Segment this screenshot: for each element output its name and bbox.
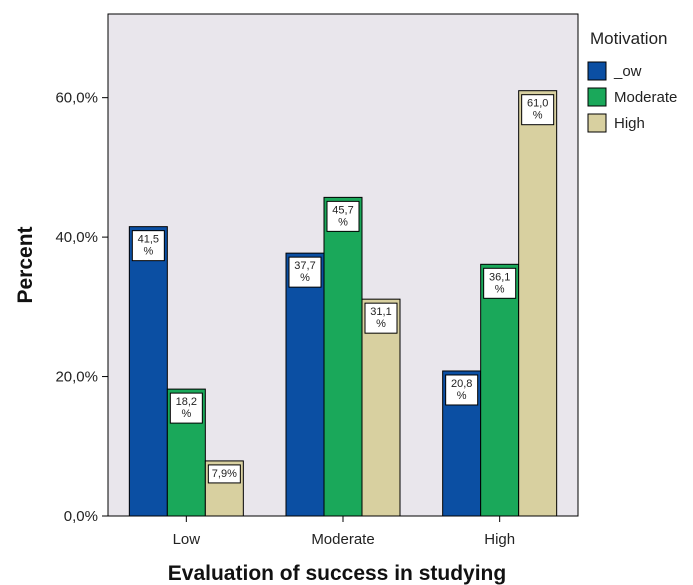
data-label-box (207, 464, 241, 484)
data-label-text: 36,1% (489, 271, 510, 295)
bar (323, 196, 363, 517)
data-label-text: 18,2% (176, 396, 197, 420)
x-axis: Low Moderate High (173, 516, 515, 548)
legend-label: _ow (613, 63, 642, 80)
data-label-box (445, 374, 479, 406)
y-tick-label: 60,0% (55, 90, 98, 107)
data-label: 45,7% (326, 200, 360, 232)
data-label-box (288, 256, 322, 288)
y-tick-label: 0,0% (64, 508, 98, 525)
x-tick-label: High (484, 531, 515, 548)
y-axis-title: Percent (14, 226, 37, 303)
data-label-text: 20,8% (451, 378, 472, 402)
x-tick-label: Low (173, 531, 201, 548)
y-axis: 0,0% 20,0% 40,0% 60,0% (55, 90, 108, 525)
data-label-box (169, 392, 203, 424)
data-label-box (364, 302, 398, 334)
data-label-text: 41,5% (138, 234, 159, 258)
bar (361, 298, 401, 517)
x-axis-title: Evaluation of success in studying (168, 562, 506, 585)
bars-group: 41,5 % 18,2 % 7,9% 37,7 % 45,7 % 31,1 % 20,8 % 36,1 % 6… (128, 90, 558, 517)
legend-swatch (587, 113, 607, 133)
data-label: 7,9% (207, 464, 241, 484)
data-label: 20,8% (445, 374, 479, 406)
data-label: 36,1% (483, 267, 517, 299)
data-label-text: 61,0% (527, 98, 548, 122)
y-tick-label: 20,0% (55, 369, 98, 386)
bar (285, 252, 325, 517)
y-tick-label: 40,0% (55, 229, 98, 246)
data-label: 31,1% (364, 302, 398, 334)
data-label-box (131, 230, 165, 262)
data-label: 18,2% (169, 392, 203, 424)
legend-label: High (614, 115, 645, 132)
data-label-box (326, 200, 360, 232)
data-label-text: 37,7% (294, 260, 315, 284)
bar (128, 226, 168, 517)
data-label-text: 7,9% (212, 468, 237, 480)
x-tick-label: Moderate (311, 531, 374, 548)
data-label-box (521, 94, 555, 126)
legend-label: Moderate (614, 89, 677, 106)
legend: Motivation _ow Moderate High (587, 29, 677, 133)
data-label: 61,0% (521, 94, 555, 126)
data-label-text: 31,1% (370, 306, 391, 330)
legend-swatch (587, 87, 607, 107)
data-label-text: 45,7% (332, 204, 353, 228)
bar (480, 263, 520, 517)
legend-title: Motivation (590, 29, 667, 48)
data-label: 41,5% (131, 230, 165, 262)
data-label-box (483, 267, 517, 299)
bar (518, 90, 558, 517)
legend-swatch (587, 61, 607, 81)
data-label: 37,7% (288, 256, 322, 288)
